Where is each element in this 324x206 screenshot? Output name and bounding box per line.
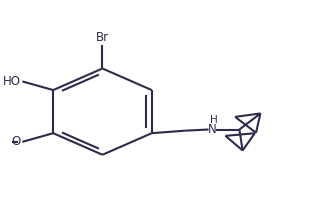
Text: HO: HO — [2, 75, 20, 88]
Text: Br: Br — [96, 31, 109, 44]
Text: N: N — [207, 123, 216, 136]
Text: O: O — [12, 135, 21, 148]
Text: H: H — [210, 115, 217, 125]
